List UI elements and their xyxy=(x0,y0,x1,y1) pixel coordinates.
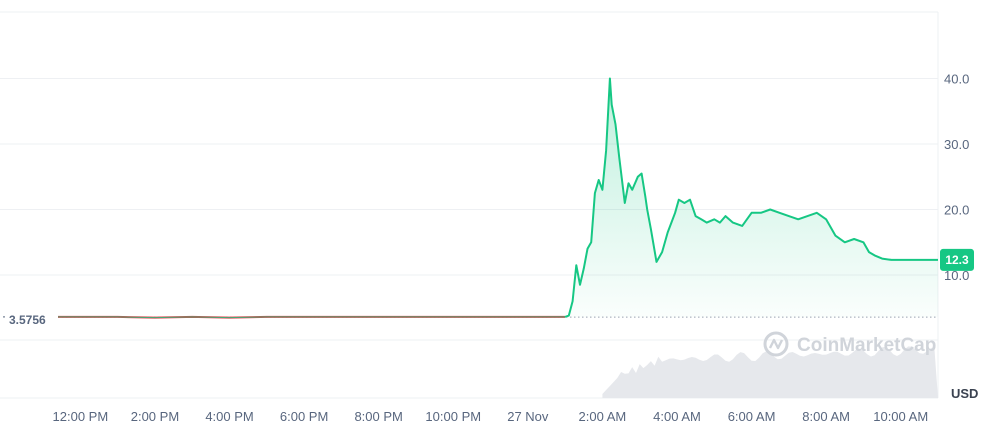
x-tick-label: 27 Nov xyxy=(507,409,549,424)
volume-shape xyxy=(602,346,938,398)
y-tick-label: 20.0 xyxy=(944,203,969,218)
last-price-badge: 12.3 xyxy=(940,248,974,271)
y-axis: 10.0 20.0 30.0 40.0 xyxy=(944,72,969,284)
x-tick-label: 10:00 AM xyxy=(873,409,928,424)
volume-area xyxy=(602,346,938,398)
grid xyxy=(0,11,939,399)
x-tick-label: 2:00 PM xyxy=(131,409,179,424)
coinmarketcap-logo-icon xyxy=(763,331,789,357)
reference-price-prefix: ˙ xyxy=(2,314,6,328)
last-price-badge-background xyxy=(940,248,974,271)
price-area-fill xyxy=(565,78,938,318)
y-tick-label: 30.0 xyxy=(944,137,969,152)
x-axis: 12:00 PM 2:00 PM 4:00 PM 6:00 PM 8:00 PM 10:0… xyxy=(53,409,929,424)
x-tick-label: 8:00 AM xyxy=(802,409,850,424)
watermark-text: CoinMarketCap xyxy=(797,335,936,356)
x-tick-label: 12:00 PM xyxy=(53,409,109,424)
x-tick-label: 4:00 AM xyxy=(653,409,701,424)
reference-price-text: 3.5756 xyxy=(9,313,46,327)
y-tick-label: 40.0 xyxy=(944,72,969,87)
currency-label: USD xyxy=(951,386,978,401)
x-tick-label: 6:00 PM xyxy=(280,409,328,424)
x-tick-label: 8:00 PM xyxy=(354,409,402,424)
x-tick-label: 10:00 PM xyxy=(425,409,481,424)
last-price-badge-text: 12.3 xyxy=(945,253,969,267)
reference-price-label: ˙ 3.5756 xyxy=(2,313,46,328)
price-series xyxy=(58,77,938,319)
x-tick-label: 4:00 PM xyxy=(205,409,253,424)
x-tick-label: 2:00 AM xyxy=(579,409,627,424)
price-line-flat-overlay xyxy=(58,316,566,319)
watermark: CoinMarketCap xyxy=(763,331,936,357)
y-tick-label: 10.0 xyxy=(944,268,969,283)
x-tick-label: 6:00 AM xyxy=(728,409,776,424)
price-line xyxy=(564,77,938,318)
price-area xyxy=(565,78,938,318)
